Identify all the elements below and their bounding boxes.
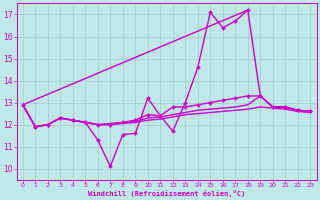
X-axis label: Windchill (Refroidissement éolien,°C): Windchill (Refroidissement éolien,°C)	[88, 190, 245, 197]
